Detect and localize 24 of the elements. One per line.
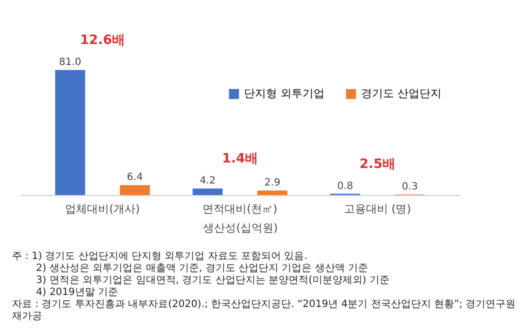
legend-label: 단지형 외투기업 — [244, 87, 324, 100]
data-label: 81.0 — [59, 57, 82, 68]
annotation: 1.4배 — [222, 152, 258, 167]
data-label: 6.4 — [126, 172, 143, 184]
annotation: 2.5배 — [359, 156, 396, 172]
text: 주 : 1) 경기도 산업단지에 단지형 외투기업 자료도 포함되어 있음. — [12, 251, 308, 263]
x-tick-label: 고용대비 (명) — [344, 202, 412, 216]
bar — [192, 188, 223, 195]
legend-label: 경기도 산업단지 — [361, 87, 442, 100]
text: 2) 생산성은 외투기업은 매출액 기준, 경기도 산업단지 기업은 생산액 기준 — [35, 263, 370, 275]
text: 3) 면적은 외투기업은 임대면적, 경기도 산업단지는 분양면적(미분양제외) 기준 — [35, 275, 390, 287]
data-label: 0.3 — [402, 182, 418, 193]
bar — [257, 190, 288, 195]
data-label: 4.2 — [200, 176, 216, 187]
x-tick-label: 업체대비(개사) — [65, 202, 140, 216]
data-label: 0.8 — [337, 180, 354, 192]
text: 4) 2019년말 기준 — [35, 287, 120, 299]
data-label: 2.9 — [264, 178, 280, 189]
bar — [120, 185, 150, 195]
x-axis-title: 생산성(십억원) — [203, 222, 278, 234]
bar — [55, 70, 86, 195]
x-tick-label: 면적대비(천㎡) — [202, 202, 278, 216]
text: 자료 : 경기도 투자진흥과 내부자료(2020).; 한국산업단지공단. “2019년 4분기 전국산업단지 현황”; 경기연구원 재가공 — [12, 299, 517, 323]
text: 12.6배 — [80, 33, 126, 48]
